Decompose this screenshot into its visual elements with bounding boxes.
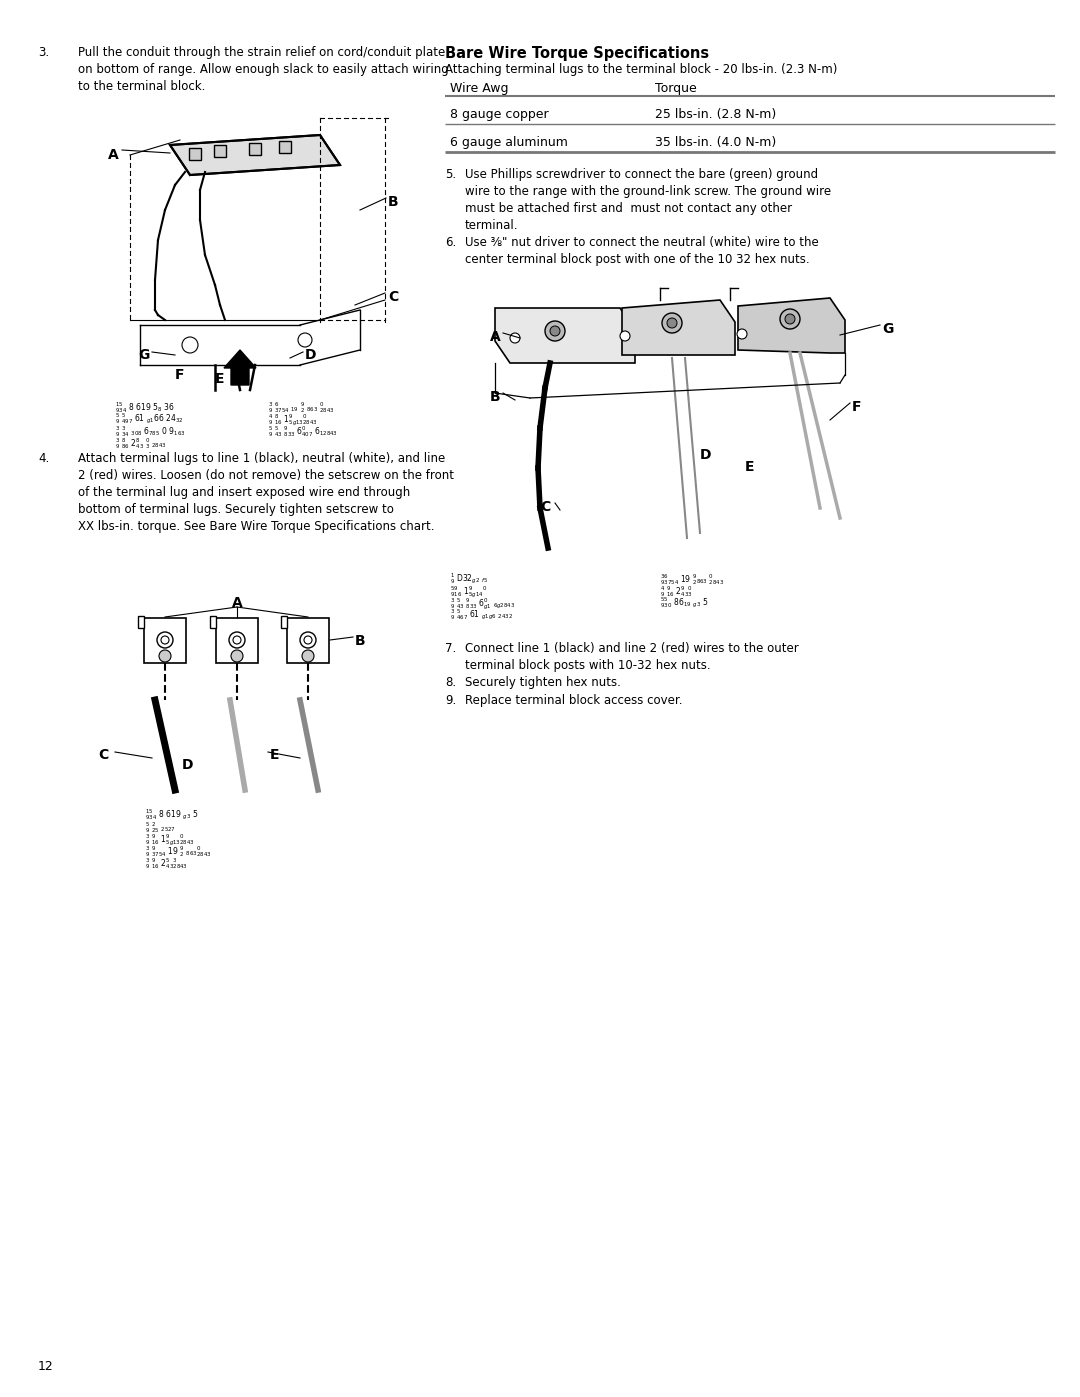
- Text: Replace terminal block access cover.: Replace terminal block access cover.: [465, 694, 683, 707]
- Text: $^5_9$ $^2_{25}$ $_{2527}$: $^5_9$ $^2_{25}$ $_{2527}$: [145, 820, 176, 835]
- Circle shape: [229, 631, 245, 648]
- Circle shape: [785, 314, 795, 324]
- Text: F: F: [852, 400, 862, 414]
- Circle shape: [303, 636, 312, 644]
- Text: 7.: 7.: [445, 643, 456, 655]
- Circle shape: [737, 330, 747, 339]
- Bar: [216, 617, 258, 664]
- Text: 35 lbs-in. (4.0 N-m): 35 lbs-in. (4.0 N-m): [654, 136, 777, 149]
- Text: 5.: 5.: [445, 168, 456, 182]
- Text: $^1_9$$^5_{34}$ 8 619 5$_8$ 36: $^1_9$$^5_{34}$ 8 619 5$_8$ 36: [114, 400, 175, 415]
- Circle shape: [510, 332, 519, 344]
- Bar: [249, 142, 261, 155]
- Bar: [144, 617, 186, 664]
- Text: B: B: [490, 390, 501, 404]
- Text: 8.: 8.: [445, 676, 456, 689]
- Text: Use Phillips screwdriver to connect the bare (green) ground
wire to the range wi: Use Phillips screwdriver to connect the …: [465, 168, 832, 232]
- Text: D: D: [305, 348, 316, 362]
- Bar: [214, 145, 226, 156]
- Text: $^3_9$ $^3_{34}$ $_{308}$ 6$_{785}$ 0 9$_{163}$: $^3_9$ $^3_{34}$ $_{308}$ 6$_{785}$ 0 9$…: [114, 425, 186, 439]
- Text: 6.: 6.: [445, 236, 456, 249]
- Bar: [210, 616, 216, 629]
- Circle shape: [231, 650, 243, 662]
- Text: 25 lbs-in. (2.8 N-m): 25 lbs-in. (2.8 N-m): [654, 108, 777, 122]
- Text: E: E: [215, 372, 225, 386]
- Text: Torque: Torque: [654, 82, 697, 95]
- Text: $^5_9$ $^5_{497}$ 61 $_{g1}$66 24$_{32}$: $^5_9$ $^5_{497}$ 61 $_{g1}$66 24$_{32}$: [114, 412, 184, 426]
- Bar: [287, 617, 329, 664]
- Text: E: E: [270, 747, 280, 761]
- Text: Attach terminal lugs to line 1 (black), neutral (white), and line
2 (red) wires.: Attach terminal lugs to line 1 (black), …: [78, 453, 454, 534]
- Circle shape: [667, 319, 677, 328]
- Text: C: C: [98, 747, 108, 761]
- Text: $^3_9$ $^5_{467}$ 61 $_{g1}$$_{g6}$ $_{2432}$: $^3_9$ $^5_{467}$ 61 $_{g1}$$_{g6}$ $_{2…: [450, 608, 513, 623]
- Circle shape: [159, 650, 171, 662]
- Polygon shape: [495, 307, 635, 363]
- Text: Securely tighten hex nuts.: Securely tighten hex nuts.: [465, 676, 621, 689]
- Text: $^5_9$ $^5_{43}$ $^9_{833}$ 6$^0_{407}$ 6$_{12843}$: $^5_9$ $^5_{43}$ $^9_{833}$ 6$^0_{407}$ …: [268, 425, 338, 439]
- Text: Use ⅜" nut driver to connect the neutral (white) wire to the
center terminal blo: Use ⅜" nut driver to connect the neutral…: [465, 236, 819, 265]
- Polygon shape: [622, 300, 735, 355]
- Text: $^3_9$ $^5_{43}$ $^9_{833}$ 6$^0_{g1}$ $_{6g2843}$: $^3_9$ $^5_{43}$ $^9_{833}$ 6$^0_{g1}$ $…: [450, 597, 515, 612]
- Bar: [138, 616, 144, 629]
- Circle shape: [780, 309, 800, 330]
- Text: Attaching terminal lugs to the terminal block - 20 lbs-in. (2.3 N-m): Attaching terminal lugs to the terminal …: [445, 63, 837, 75]
- Circle shape: [550, 326, 561, 337]
- Text: 6 gauge aluminum: 6 gauge aluminum: [450, 136, 568, 149]
- Text: A: A: [108, 148, 119, 162]
- Text: G: G: [882, 321, 893, 337]
- Text: E: E: [745, 460, 755, 474]
- Text: Pull the conduit through the strain relief on cord/conduit plate
on bottom of ra: Pull the conduit through the strain reli…: [78, 46, 449, 94]
- Circle shape: [662, 313, 681, 332]
- Text: B: B: [388, 196, 399, 210]
- Polygon shape: [170, 136, 340, 175]
- Text: B: B: [355, 634, 366, 648]
- Text: 9.: 9.: [445, 694, 456, 707]
- Bar: [279, 141, 291, 154]
- Circle shape: [302, 650, 314, 662]
- Polygon shape: [738, 298, 845, 353]
- Text: D: D: [700, 448, 712, 462]
- Circle shape: [300, 631, 316, 648]
- Text: G: G: [138, 348, 149, 362]
- Text: $^5_9$$^5_{30}$ 86$_{19}$ $_{g3}$ 5: $^5_9$$^5_{30}$ 86$_{19}$ $_{g3}$ 5: [660, 597, 708, 610]
- Text: $^3_9$$^6_{3754}$ 19 $^9_2$$_{863}$ $^0_{2843}$: $^3_9$$^6_{3754}$ 19 $^9_2$$_{863}$ $^0_…: [660, 571, 725, 587]
- Text: 12: 12: [38, 1361, 54, 1373]
- Text: $^1_9$$^5_{34}$ 8 619 $_{g3}$ 5: $^1_9$$^5_{34}$ 8 619 $_{g3}$ 5: [145, 807, 199, 823]
- Bar: [189, 148, 201, 161]
- Text: C: C: [388, 291, 399, 305]
- Text: C: C: [540, 500, 550, 514]
- Text: $^1_9$ D32$_{g2}$ $_{f5}$: $^1_9$ D32$_{g2}$ $_{f5}$: [450, 571, 488, 587]
- Text: $^3_9$ $^9_{3754}$ 19 $^9_2$ $_{863}$$^0_{2843}$: $^3_9$ $^9_{3754}$ 19 $^9_2$ $_{863}$$^0…: [145, 844, 212, 859]
- Text: 8 gauge copper: 8 gauge copper: [450, 108, 549, 122]
- Text: Connect line 1 (black) and line 2 (red) wires to the outer
terminal block posts : Connect line 1 (black) and line 2 (red) …: [465, 643, 799, 672]
- Text: Wire Awg: Wire Awg: [450, 82, 509, 95]
- Text: F: F: [175, 367, 185, 381]
- Circle shape: [161, 636, 168, 644]
- Text: $^3_9$ $^8_{86}$ 2$^8_{43}$ $^0_3$ $_{2843}$: $^3_9$ $^8_{86}$ 2$^8_{43}$ $^0_3$ $_{28…: [114, 436, 166, 451]
- Circle shape: [620, 331, 630, 341]
- Text: $^5_9$$^9_{16}$ 1$^9_{5g14}$$^0$: $^5_9$$^9_{16}$ 1$^9_{5g14}$$^0$: [450, 584, 487, 599]
- Circle shape: [233, 636, 241, 644]
- Text: $^4_9$ $^9_{16}$ 2$^9_{43}$$^0_3$: $^4_9$ $^9_{16}$ 2$^9_{43}$$^0_3$: [660, 584, 693, 599]
- Text: $^4_9$ $^8_{16}$ 1$^9_{5g13}$$^0_{2843}$: $^4_9$ $^8_{16}$ 1$^9_{5g13}$$^0_{2843}$: [268, 412, 318, 427]
- Text: $^3_9$ $^9_{16}$ 1$^9_{5g13}$$^0_{2843}$: $^3_9$ $^9_{16}$ 1$^9_{5g13}$$^0_{2843}$: [145, 833, 194, 848]
- Bar: [281, 616, 287, 629]
- Text: $^3_9$ $^6_{3754}$ $_{19}$ $^9_2$ $_{863}$ $^0_{2843}$: $^3_9$ $^6_{3754}$ $_{19}$ $^9_2$ $_{863…: [268, 400, 335, 415]
- Text: 3.: 3.: [38, 46, 49, 59]
- Text: D: D: [183, 759, 193, 773]
- Text: 4.: 4.: [38, 453, 50, 465]
- Circle shape: [545, 321, 565, 341]
- Text: $^3_9$ $^9_{16}$ 2$^5_{43}$$^3_{2843}$: $^3_9$ $^9_{16}$ 2$^5_{43}$$^3_{2843}$: [145, 856, 188, 870]
- FancyArrow shape: [224, 351, 256, 386]
- Text: A: A: [490, 330, 501, 344]
- Circle shape: [157, 631, 173, 648]
- Text: Bare Wire Torque Specifications: Bare Wire Torque Specifications: [445, 46, 710, 61]
- Text: A: A: [231, 597, 242, 610]
